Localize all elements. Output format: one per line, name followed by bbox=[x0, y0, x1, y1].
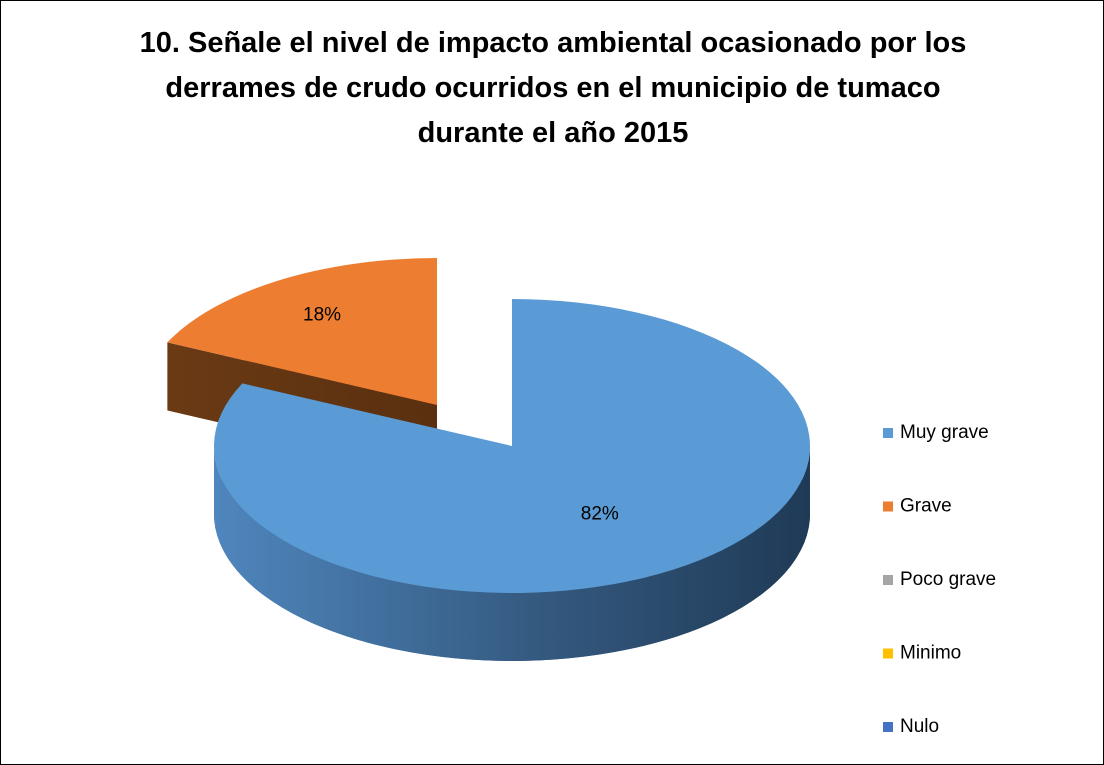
legend-swatch bbox=[883, 428, 893, 438]
legend-label: Minimo bbox=[900, 643, 961, 664]
chart-title: 10. Señale el nivel de impacto ambiental… bbox=[139, 27, 967, 149]
legend-label: Muy grave bbox=[900, 422, 989, 443]
data-label: 82% bbox=[581, 503, 619, 524]
legend-swatch bbox=[883, 648, 893, 659]
slice bbox=[214, 299, 810, 593]
legend-swatch bbox=[883, 575, 893, 585]
legend-label: Grave bbox=[900, 496, 952, 517]
legend-label: Nulo bbox=[900, 716, 939, 737]
legend-label: Poco grave bbox=[900, 569, 996, 590]
slice bbox=[167, 258, 437, 405]
legend-swatch bbox=[883, 722, 893, 732]
slice-side bbox=[214, 446, 810, 661]
legend-swatch bbox=[883, 501, 893, 512]
data-label: 18% bbox=[303, 305, 341, 326]
